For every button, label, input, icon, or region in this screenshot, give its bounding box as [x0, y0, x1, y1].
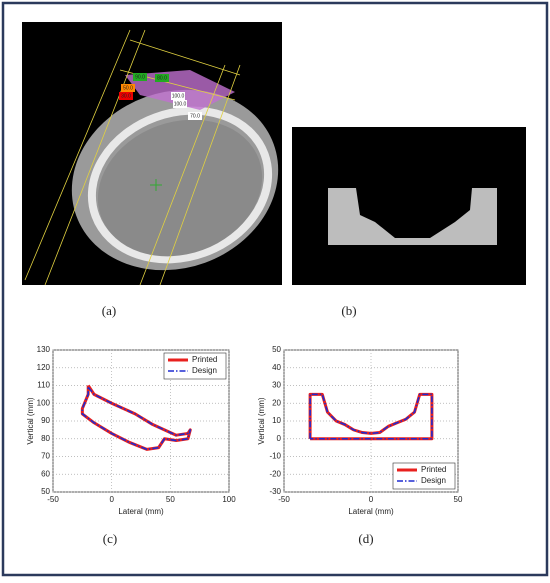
- y-tick-label: 30: [272, 381, 281, 390]
- x-tick-label: -50: [278, 495, 290, 504]
- y-tick-label: 100: [37, 398, 51, 407]
- dose-label: 100.0: [174, 101, 187, 107]
- legend-box: [392, 462, 456, 490]
- y-tick-label: 70: [41, 452, 50, 461]
- mold-image: [292, 127, 526, 285]
- panel-label: (c): [103, 531, 117, 546]
- dose-label: 90.0: [135, 74, 145, 80]
- legend-label: Printed: [192, 355, 217, 364]
- dose-label-box: [171, 92, 185, 100]
- y-tick-label: 0: [277, 434, 282, 443]
- ct-image: [22, 22, 282, 286]
- dose-label-box: [119, 92, 133, 100]
- x-tick-label: 0: [109, 495, 114, 504]
- y-tick-label: 50: [272, 345, 281, 354]
- series-line: [309, 393, 433, 440]
- dose-label-box: [173, 100, 187, 108]
- y-axis-label: Vertical (mm): [26, 397, 35, 444]
- x-tick-label: -50: [47, 495, 59, 504]
- y-tick-label: 60: [41, 469, 50, 478]
- legend-label: Printed: [421, 465, 446, 474]
- y-tick-label: 90: [41, 416, 50, 425]
- dose-label-box: [121, 84, 135, 92]
- y-axis-label: Vertical (mm): [257, 397, 266, 444]
- dose-label-box: [188, 112, 202, 120]
- y-tick-label: -10: [269, 452, 281, 461]
- y-tick-label: 10: [272, 416, 281, 425]
- x-tick-label: 100: [222, 495, 236, 504]
- dose-label: 80.0: [157, 75, 167, 81]
- y-tick-label: 110: [37, 381, 50, 390]
- x-tick-label: 0: [369, 495, 374, 504]
- y-tick-label: 130: [37, 345, 51, 354]
- y-tick-label: -30: [269, 487, 281, 496]
- y-tick-label: 40: [272, 363, 281, 372]
- legend-label: Design: [192, 366, 217, 375]
- dose-label: 30.0: [121, 93, 131, 99]
- y-tick-label: 50: [41, 487, 50, 496]
- dose-label-box: [155, 74, 169, 82]
- legend-label: Design: [421, 476, 446, 485]
- series-line: [81, 386, 192, 451]
- dose-label: 100.0: [172, 93, 185, 99]
- dose-label: 50.0: [123, 85, 133, 91]
- y-tick-label: 120: [37, 363, 51, 372]
- y-tick-label: 80: [41, 434, 50, 443]
- x-axis-label: Lateral (mm): [348, 507, 394, 516]
- y-tick-label: -20: [269, 469, 281, 478]
- x-axis-label: Lateral (mm): [118, 507, 164, 516]
- panel-label: (a): [102, 303, 116, 318]
- x-tick-label: 50: [166, 495, 175, 504]
- panel-label: (b): [341, 303, 356, 318]
- dose-label-box: [133, 73, 147, 81]
- y-tick-label: 20: [272, 398, 281, 407]
- panel-label: (d): [358, 531, 373, 546]
- x-tick-label: 50: [454, 495, 463, 504]
- legend-box: [163, 352, 227, 380]
- dose-label: 70.0: [190, 113, 200, 119]
